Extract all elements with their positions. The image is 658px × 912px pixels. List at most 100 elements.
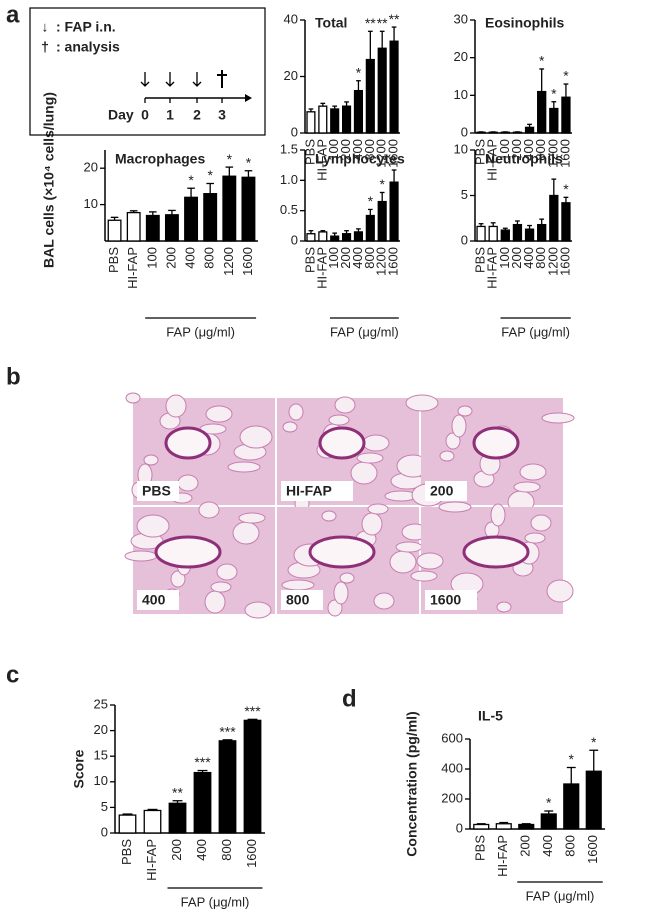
bar <box>353 89 364 134</box>
x-tick-label: 200 <box>338 139 353 161</box>
significance: *** <box>219 724 236 740</box>
y-tick-label: 30 <box>454 11 468 26</box>
bar <box>549 107 559 134</box>
alveolus <box>395 541 423 553</box>
bar <box>365 214 375 242</box>
image-label-box <box>281 481 353 501</box>
significance: ** <box>172 784 183 800</box>
y-tick-label: 10 <box>454 141 468 156</box>
alveolus <box>513 481 541 493</box>
alveolus <box>496 601 512 613</box>
schema-box <box>29 7 266 136</box>
bar <box>377 200 387 242</box>
x-tick-label: 200 <box>163 247 178 269</box>
bar <box>488 225 498 242</box>
x-tick-label: 100 <box>144 247 159 269</box>
bar <box>184 196 199 242</box>
image-label: 400 <box>142 592 166 608</box>
image-label: HI-FAP <box>286 483 332 499</box>
x-tick-label: HI-FAP <box>314 139 329 181</box>
day-label: 0 <box>141 107 149 123</box>
y-tick-label: 20 <box>84 160 98 175</box>
timeline-arrow <box>245 94 252 102</box>
y-tick-label: 20 <box>94 722 108 737</box>
x-tick-label: 400 <box>194 839 209 861</box>
alveolus <box>367 503 389 515</box>
bar <box>193 771 212 834</box>
y-tick-label: 10 <box>454 87 468 102</box>
x-tick-label: 800 <box>533 139 548 161</box>
x-tick-label: 200 <box>169 839 184 861</box>
bar <box>218 740 237 834</box>
alveolus <box>356 452 384 464</box>
alveolus <box>143 454 159 466</box>
x-tick-label: 200 <box>509 139 524 161</box>
x-tick-label: 400 <box>540 835 555 857</box>
alveolus <box>389 550 417 574</box>
legend-symbol: ↓ <box>42 19 49 35</box>
significance: * <box>227 151 233 167</box>
alveolus <box>416 552 444 570</box>
y-tick-label: 200 <box>441 790 463 805</box>
x-tick-label: 100 <box>326 247 341 269</box>
x-tick-label: PBS <box>473 835 488 861</box>
histology: PBS HI-FAP 200 400 800 1600 <box>124 392 575 619</box>
x-tick-label: 200 <box>338 247 353 269</box>
alveolus <box>327 599 343 617</box>
bar <box>512 131 523 134</box>
bar <box>561 202 571 242</box>
x-tick-label: PBS <box>302 247 317 273</box>
y-tick-label: 40 <box>284 11 298 26</box>
image-label-box <box>137 590 179 610</box>
x-tick-label: PBS <box>473 139 488 165</box>
image-label-box <box>137 481 179 501</box>
x-tick-label: HI-FAP <box>485 247 500 289</box>
day-label: 3 <box>218 107 226 123</box>
x-tick-label: 400 <box>521 139 536 161</box>
bar <box>241 176 256 242</box>
legend-text: : FAP i.n. <box>56 19 116 35</box>
significance: * <box>188 172 194 188</box>
bar <box>512 223 523 242</box>
y-tick-label: 25 <box>94 696 108 711</box>
x-tick-label: 1200 <box>221 247 236 276</box>
bar <box>118 814 137 834</box>
significance: ** <box>389 11 400 27</box>
alveolus <box>227 461 261 473</box>
alveolus <box>362 434 390 452</box>
y-tick-label: 5 <box>101 799 108 814</box>
image-label: 800 <box>286 592 310 608</box>
significance: * <box>539 53 545 69</box>
airway <box>154 535 222 569</box>
alveolus <box>210 581 232 593</box>
y-tick-label: 600 <box>441 730 463 745</box>
alveolus <box>238 512 266 524</box>
alveolus <box>519 463 547 481</box>
bar <box>126 211 141 242</box>
alveolus <box>457 405 473 417</box>
bar <box>518 823 535 830</box>
alveolus <box>288 403 304 421</box>
analysis-dagger <box>217 70 227 88</box>
alveolus <box>216 563 238 581</box>
alveolus <box>198 501 220 519</box>
bar <box>145 214 160 242</box>
y-tick-label: 0.5 <box>280 202 298 217</box>
x-tick-label: 800 <box>362 139 377 161</box>
y-tick-label: 10 <box>84 196 98 211</box>
panel-label: a <box>6 1 20 28</box>
x-tick-label: 1200 <box>545 247 560 276</box>
airway <box>318 426 366 460</box>
alveolus <box>204 590 226 614</box>
bar <box>143 809 162 834</box>
bar <box>330 108 340 134</box>
bar <box>500 131 510 134</box>
x-tick-label: 1200 <box>545 139 560 168</box>
alveolus <box>282 421 298 433</box>
bar <box>365 58 375 134</box>
alveolus <box>239 425 273 449</box>
bar <box>243 719 262 834</box>
image-label-box <box>281 590 323 610</box>
alveolus <box>244 601 272 619</box>
